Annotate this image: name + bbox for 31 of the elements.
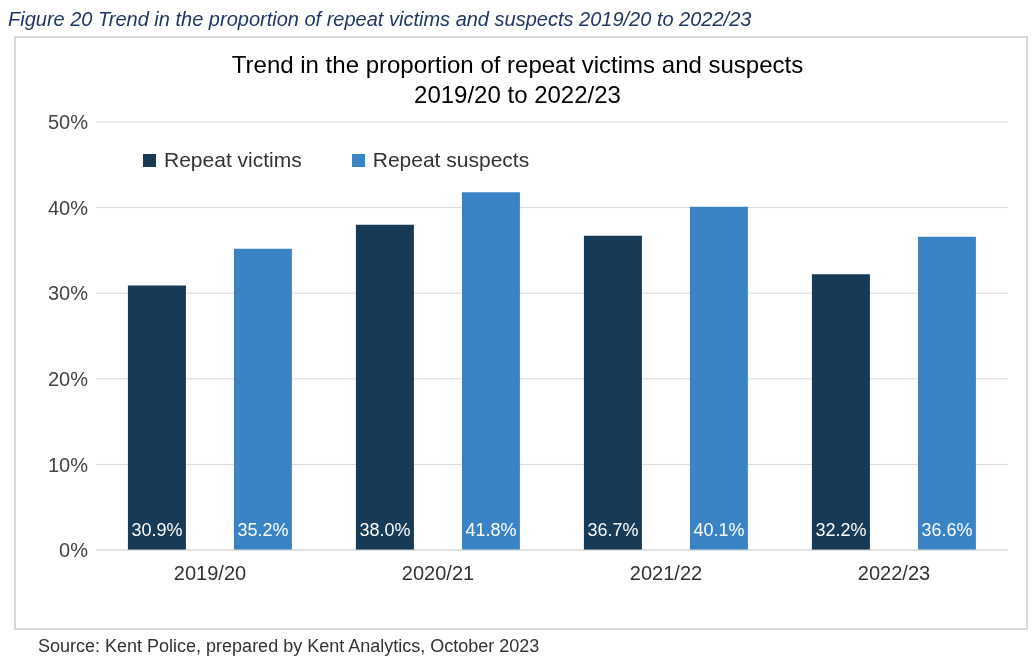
bar: [127, 285, 186, 550]
bar: [233, 248, 292, 550]
source-note: Source: Kent Police, prepared by Kent Analytics, October 2023: [38, 636, 540, 657]
x-tick-label: 2021/22: [629, 562, 703, 585]
y-tick-label: 10%: [47, 453, 89, 476]
bar: [461, 192, 520, 550]
bar: [811, 274, 870, 550]
data-label: 36.7%: [587, 520, 639, 540]
data-label: 36.6%: [921, 520, 973, 540]
y-tick-label: 30%: [47, 282, 89, 305]
data-label: 32.2%: [815, 520, 867, 540]
x-tick-label: 2019/20: [173, 562, 247, 585]
data-label: 40.1%: [693, 520, 745, 540]
legend-label: Repeat suspects: [372, 148, 530, 172]
x-tick-label: 2020/21: [401, 562, 475, 585]
data-label: 30.9%: [131, 520, 183, 540]
y-tick-label: 20%: [47, 367, 89, 390]
data-label: 38.0%: [359, 520, 411, 540]
bar: [583, 235, 642, 550]
x-tick-label: 2022/23: [857, 562, 931, 585]
y-tick-label: 40%: [47, 196, 89, 219]
data-label: 41.8%: [465, 520, 517, 540]
legend-label: Repeat victims: [164, 148, 302, 172]
chart-title: Trend in the proportion of repeat victims and suspects 2019/20 to 2022/23: [230, 50, 805, 110]
bar: [689, 206, 748, 550]
caption: Figure 20 Trend in the proportion of repeat victims and suspects 2019/20 to 2022/23: [8, 8, 752, 31]
bar: [917, 236, 976, 550]
y-tick-label: 0%: [59, 539, 89, 562]
y-tick-label: 50%: [47, 111, 89, 134]
data-label: 35.2%: [237, 520, 289, 540]
bar: [355, 224, 414, 550]
